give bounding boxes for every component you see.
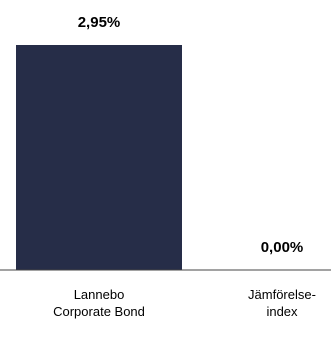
bar-0 [16, 45, 182, 270]
bars-layer [16, 45, 182, 270]
category-label-1-line-1: index [266, 304, 298, 319]
category-label-1-line-0: Jämförelse- [248, 287, 316, 302]
category-label-0-line-0: Lannebo [74, 287, 125, 302]
labels-layer: 2,95% Lannebo Corporate Bond 0,00% Jämförels… [53, 14, 316, 319]
category-label-0-line-1: Corporate Bond [53, 304, 145, 319]
value-label-0: 2,95% [78, 14, 121, 31]
value-label-1: 0,00% [261, 239, 304, 256]
